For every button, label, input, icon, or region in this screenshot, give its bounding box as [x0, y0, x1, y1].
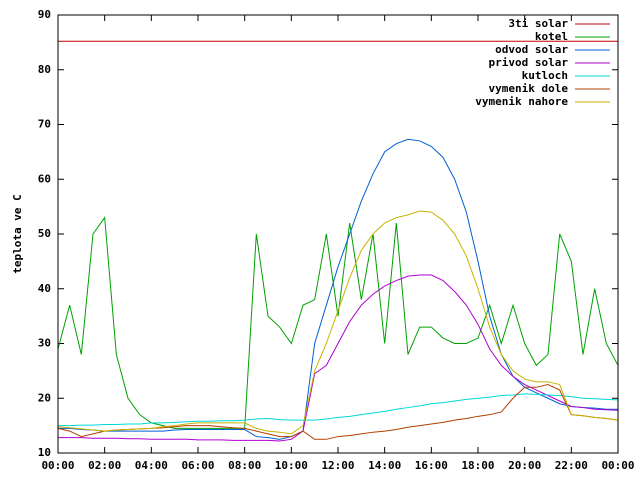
x-tick-label: 00:00: [601, 459, 634, 472]
series-line: [58, 393, 619, 427]
series-line: [57, 210, 619, 435]
legend-label: kutloch: [522, 69, 568, 82]
legend-label: 3ti solar: [508, 17, 568, 30]
y-tick-label: 70: [38, 118, 51, 131]
plot-frame: [57, 14, 619, 454]
legend-label: odvod solar: [495, 43, 568, 56]
x-tick-label: 14:00: [368, 459, 401, 472]
legend-label: vymenik nahore: [475, 95, 568, 108]
series-line: [58, 274, 619, 442]
x-tick-label: 04:00: [135, 459, 168, 472]
legend-label: vymenik dole: [489, 82, 569, 95]
x-tick-label: 16:00: [415, 459, 448, 472]
x-tick-label: 02:00: [88, 459, 121, 472]
y-tick-label: 50: [38, 227, 51, 240]
y-axis-label: teplota ve C: [11, 194, 24, 273]
y-tick-label: 60: [38, 172, 51, 185]
x-tick-label: 00:00: [41, 459, 74, 472]
y-tick-label: 80: [38, 63, 51, 76]
y-tick-label: 40: [38, 282, 51, 295]
x-tick-label: 10:00: [275, 459, 308, 472]
x-tick-label: 06:00: [181, 459, 214, 472]
x-tick-label: 20:00: [508, 459, 541, 472]
y-tick-label: 10: [38, 446, 51, 459]
x-tick-label: 12:00: [321, 459, 354, 472]
y-tick-label: 30: [38, 337, 51, 350]
legend-label: privod solar: [489, 56, 569, 69]
legend-label: kotel: [535, 30, 568, 43]
x-tick-label: 22:00: [555, 459, 588, 472]
y-tick-label: 20: [38, 391, 51, 404]
y-tick-label: 90: [38, 8, 51, 21]
x-tick-label: 08:00: [228, 459, 261, 472]
x-tick-label: 18:00: [461, 459, 494, 472]
